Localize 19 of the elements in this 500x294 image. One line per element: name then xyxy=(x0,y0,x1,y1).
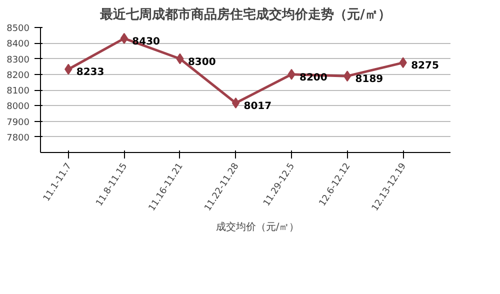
point xyxy=(232,97,240,108)
y-tick-label: 8000 xyxy=(6,102,30,112)
data-label: 8189 xyxy=(355,74,384,86)
chart-title: 最近七周成都市商品房住宅成交均价走势（元/㎡） xyxy=(99,6,391,22)
y-tick-label: 8100 xyxy=(6,86,30,96)
data-label: 8300 xyxy=(188,56,216,68)
data-label: 8017 xyxy=(244,100,272,112)
y-tick-label: 8200 xyxy=(6,70,30,81)
data-label: 8233 xyxy=(76,67,104,78)
point xyxy=(120,32,128,44)
y-tick-label: 8500 xyxy=(6,24,30,34)
data-label: 8430 xyxy=(132,36,160,48)
point xyxy=(343,70,352,82)
y-tick-label: 8300 xyxy=(6,55,30,66)
y-tick-label: 7800 xyxy=(6,133,30,144)
data-label: 8275 xyxy=(411,60,439,72)
text: 成交均价（元/㎡） xyxy=(216,220,300,234)
y-tick-label: 8400 xyxy=(6,40,30,50)
y-tick-label: 7900 xyxy=(6,118,30,128)
